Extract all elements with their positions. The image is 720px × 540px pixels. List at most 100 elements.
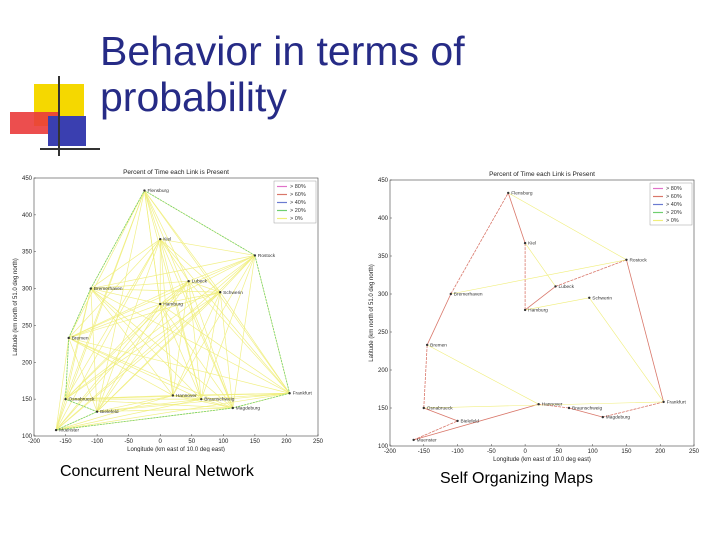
y-tick-label: 400 bbox=[378, 216, 389, 222]
city-point bbox=[412, 438, 415, 442]
city-point bbox=[601, 415, 604, 419]
network-link bbox=[172, 392, 290, 396]
network-link bbox=[65, 303, 161, 400]
network-link bbox=[68, 255, 256, 339]
city-point bbox=[171, 394, 175, 397]
network-link bbox=[159, 303, 234, 409]
city-point bbox=[159, 237, 162, 241]
network-link bbox=[55, 395, 173, 431]
network-link bbox=[144, 190, 202, 400]
city-point bbox=[425, 343, 429, 347]
city-label: Magdeburg bbox=[606, 415, 631, 421]
som-link bbox=[602, 401, 664, 418]
city-label: Bielefeld bbox=[461, 418, 480, 424]
network-link-strong bbox=[65, 398, 98, 413]
city-point bbox=[89, 287, 93, 290]
network-link bbox=[65, 280, 189, 400]
network-link bbox=[68, 238, 161, 339]
city-point bbox=[507, 191, 510, 195]
city-label: Flensburg bbox=[511, 190, 533, 196]
city-label: Kiel bbox=[528, 241, 536, 247]
city-label: Schwerin bbox=[223, 290, 243, 296]
network-link bbox=[90, 280, 189, 289]
network-link bbox=[144, 190, 221, 293]
city-label: Bielefeld bbox=[100, 409, 119, 415]
network-link bbox=[90, 288, 290, 394]
city-point bbox=[253, 254, 257, 257]
city-point bbox=[159, 302, 162, 306]
som-link bbox=[568, 407, 603, 418]
network-link bbox=[56, 392, 290, 431]
network-link-strong bbox=[68, 288, 92, 339]
x-axis-label: Longitude (km east of 10.0 deg east) bbox=[127, 447, 225, 452]
network-link bbox=[96, 239, 161, 412]
network-link-strong bbox=[254, 255, 290, 394]
som-weak-link bbox=[525, 297, 590, 311]
x-tick-label: 200 bbox=[655, 449, 666, 455]
city-point bbox=[54, 428, 58, 432]
network-link bbox=[160, 280, 189, 305]
y-axis-label: Latitude (km north of 51.0 deg north) bbox=[13, 258, 19, 355]
network-link bbox=[68, 303, 161, 339]
network-link bbox=[55, 337, 70, 431]
y-tick-label: 250 bbox=[22, 323, 33, 329]
som-weak-link bbox=[427, 344, 539, 405]
deco-blue-square bbox=[48, 116, 86, 146]
network-link bbox=[200, 292, 221, 400]
x-tick-label: -100 bbox=[452, 449, 465, 455]
city-label: Lubeck bbox=[559, 284, 575, 290]
x-tick-label: 0 bbox=[159, 439, 163, 445]
network-link bbox=[160, 238, 255, 256]
x-tick-label: 50 bbox=[188, 439, 195, 445]
network-link bbox=[159, 238, 221, 293]
city-label: Hannover bbox=[542, 402, 563, 408]
network-link bbox=[160, 303, 290, 394]
network-link-strong bbox=[90, 190, 145, 289]
network-link bbox=[90, 288, 161, 305]
network-link bbox=[68, 337, 290, 394]
network-link bbox=[68, 337, 174, 396]
network-link bbox=[159, 238, 290, 394]
city-label: Hannover bbox=[176, 393, 197, 399]
network-link bbox=[68, 190, 145, 339]
network-link bbox=[159, 304, 174, 396]
network-link bbox=[90, 255, 255, 289]
x-tick-label: -200 bbox=[384, 449, 397, 455]
x-tick-label: 200 bbox=[281, 439, 292, 445]
y-tick-label: 350 bbox=[22, 250, 33, 256]
network-link bbox=[97, 398, 202, 413]
network-link bbox=[55, 239, 161, 431]
city-point bbox=[588, 296, 591, 299]
chart-title: Percent of Time each Link is Present bbox=[123, 169, 229, 176]
y-tick-label: 250 bbox=[378, 330, 389, 336]
y-tick-label: 350 bbox=[378, 254, 389, 260]
city-label: Braunschweig bbox=[204, 397, 234, 403]
network-link bbox=[144, 190, 234, 409]
city-label: Schwerin bbox=[592, 295, 612, 301]
legend-label: > 80% bbox=[290, 184, 306, 190]
city-point bbox=[625, 258, 628, 261]
network-link bbox=[55, 303, 161, 431]
network-link bbox=[96, 303, 161, 412]
city-point bbox=[288, 392, 291, 395]
y-tick-label: 200 bbox=[22, 360, 33, 366]
network-link bbox=[90, 288, 202, 400]
legend-label: > 0% bbox=[290, 216, 303, 222]
network-link bbox=[188, 280, 290, 394]
city-label: Flensburg bbox=[147, 188, 169, 194]
network-link bbox=[97, 407, 233, 413]
x-tick-label: 250 bbox=[313, 439, 324, 445]
network-link bbox=[68, 337, 202, 400]
x-tick-label: -150 bbox=[60, 439, 73, 445]
network-link bbox=[159, 239, 234, 409]
city-label: Rostock bbox=[258, 253, 276, 259]
network-link-strong bbox=[232, 392, 290, 409]
som-link bbox=[423, 407, 458, 422]
city-label: Bremen bbox=[430, 342, 447, 348]
x-tick-label: 50 bbox=[556, 449, 563, 455]
city-label: Frankfurt bbox=[667, 399, 687, 405]
y-tick-label: 300 bbox=[378, 292, 389, 298]
network-link bbox=[90, 288, 221, 293]
network-link bbox=[97, 395, 173, 413]
city-point bbox=[143, 189, 146, 192]
